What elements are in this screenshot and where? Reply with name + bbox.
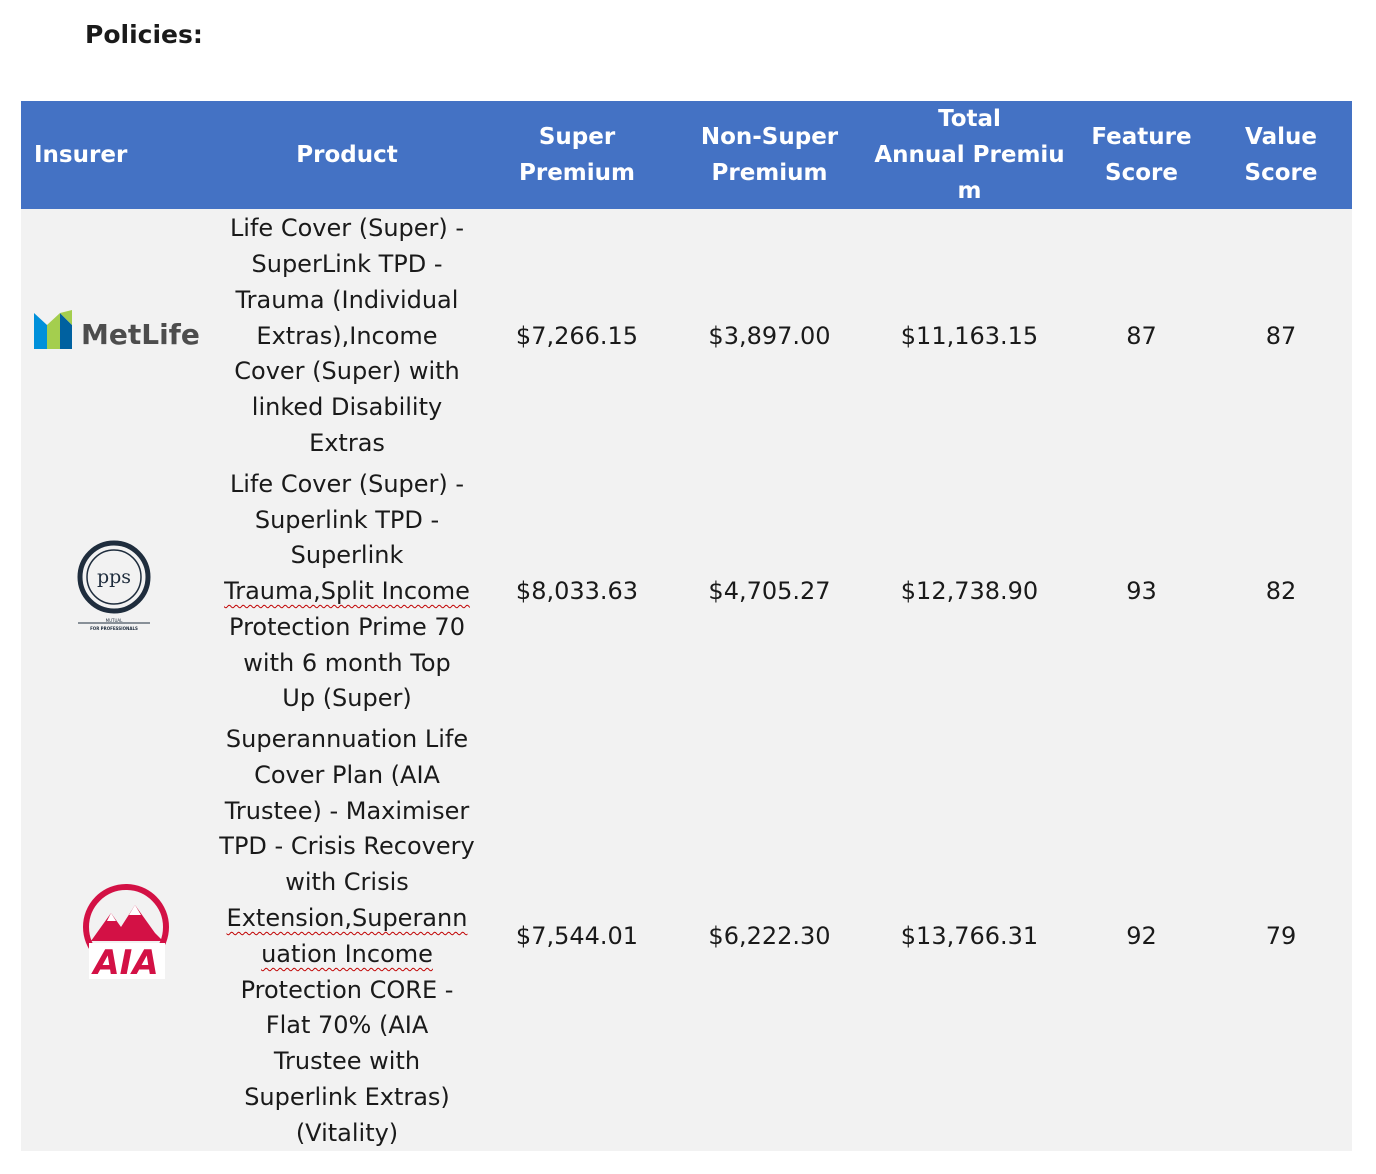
product-line: Extension,Superann: [226, 903, 468, 932]
total-annual-premium-cell: $12,738.90: [900, 577, 1039, 606]
insurer-cell: pps MUTUAL FOR PROFESSIONALS: [21, 464, 213, 720]
product-line: Trauma,Split Income: [224, 577, 470, 606]
aia-wordmark: AIA: [90, 943, 158, 979]
super-premium-cell: $8,033.63: [515, 577, 639, 606]
metlife-logo-icon: MetLife: [34, 308, 200, 365]
value-score-cell: 82: [1265, 577, 1297, 606]
product-line: Extras),Income: [256, 321, 438, 350]
product-line: Life Cover (Super) -: [229, 214, 465, 243]
header-line: Non-Super: [700, 124, 839, 150]
header-line: m: [957, 178, 982, 204]
pps-tagline: MUTUAL: [106, 618, 123, 623]
product-line: Superlink: [290, 541, 404, 570]
table-row: MetLife Life Cover (Super) - SuperLink T…: [21, 209, 1352, 464]
header-line: Annual Premiu: [874, 142, 1065, 168]
product-cell: Life Cover (Super) - Superlink TPD - Sup…: [213, 464, 481, 720]
product-line: Trustee) - Maximiser: [224, 796, 470, 825]
value-score-cell: 87: [1265, 321, 1297, 350]
product-line: linked Disability: [251, 393, 443, 422]
policies-table-container: Insurer Product Super Premium Non-Super …: [21, 101, 1352, 1151]
header-product: Product: [296, 142, 398, 168]
header-line: Score: [1105, 160, 1178, 186]
product-line: Life Cover (Super) -: [229, 469, 465, 498]
total-annual-premium-cell: $11,163.15: [900, 321, 1039, 350]
header-line: Score: [1244, 160, 1318, 186]
product-line: with Crisis: [285, 868, 409, 897]
product-line: Superlink TPD -: [254, 505, 440, 534]
aia-logo-icon: AIA: [83, 883, 173, 990]
header-insurer: Insurer: [34, 142, 128, 168]
non-super-premium-cell: $3,897.00: [708, 321, 831, 350]
product-line: Protection CORE -: [240, 975, 454, 1004]
feature-score-cell: 87: [1126, 321, 1157, 350]
page-heading: Policies:: [85, 20, 203, 49]
product-line: Cover (Super) with: [234, 357, 460, 386]
header-super-premium: Super Premium: [481, 101, 673, 209]
product-line: Cover Plan (AIA: [254, 760, 440, 789]
pps-wordmark: pps: [97, 566, 131, 588]
product-line: (Vitality): [295, 1118, 399, 1147]
non-super-premium-cell: $6,222.30: [708, 921, 831, 950]
header-non-super-premium: Non-Super Premium: [673, 101, 866, 209]
table-row: AIA Superannuation Life Cover Plan (AIA …: [21, 720, 1352, 1154]
product-line: Up (Super): [282, 684, 412, 713]
feature-score-cell: 93: [1126, 577, 1157, 606]
super-premium-cell: $7,544.01: [515, 921, 639, 950]
product-line: Extras: [309, 428, 385, 457]
product-line: Superlink Extras): [244, 1082, 450, 1111]
super-premium-cell: $7,266.15: [515, 321, 639, 350]
header-line: Value: [1245, 124, 1317, 150]
metlife-wordmark: MetLife: [81, 318, 199, 351]
header-total-annual-premium: Total Annual Premiu m: [866, 101, 1073, 209]
header-line: Total: [938, 106, 1001, 132]
value-score-cell: 79: [1265, 921, 1297, 950]
product-line: Protection Prime 70: [229, 612, 465, 641]
feature-score-cell: 92: [1126, 921, 1157, 950]
product-line: uation Income: [261, 939, 433, 968]
table-row: pps MUTUAL FOR PROFESSIONALS Life Cover …: [21, 464, 1352, 720]
header-feature-score: Feature Score: [1073, 101, 1210, 209]
non-super-premium-cell: $4,705.27: [708, 577, 831, 606]
product-line: Trauma (Individual: [235, 285, 459, 314]
pps-tagline: FOR PROFESSIONALS: [90, 626, 138, 631]
header-line: Super: [538, 124, 616, 150]
header-line: Feature: [1091, 124, 1192, 150]
table-header-row: Insurer Product Super Premium Non-Super …: [21, 101, 1352, 209]
insurer-cell: MetLife: [21, 209, 213, 464]
policies-table: Insurer Product Super Premium Non-Super …: [21, 101, 1352, 1154]
product-line: with 6 month Top: [243, 648, 451, 677]
product-line: TPD - Crisis Recovery: [219, 832, 475, 861]
header-value-score: Value Score: [1210, 101, 1352, 209]
product-line: Superannuation Life: [225, 725, 469, 753]
header-line: Premium: [711, 160, 828, 186]
product-line: SuperLink TPD -: [251, 250, 443, 278]
product-cell: Life Cover (Super) - SuperLink TPD - Tra…: [213, 209, 481, 464]
insurer-cell: AIA: [21, 720, 213, 1154]
product-cell: Superannuation Life Cover Plan (AIA Trus…: [213, 720, 481, 1154]
product-line: Trustee with: [273, 1047, 421, 1076]
product-line: Flat 70% (AIA: [265, 1011, 429, 1040]
total-annual-premium-cell: $13,766.31: [900, 921, 1039, 950]
header-line: Premium: [519, 160, 635, 186]
pps-logo-icon: pps MUTUAL FOR PROFESSIONALS: [73, 535, 163, 650]
